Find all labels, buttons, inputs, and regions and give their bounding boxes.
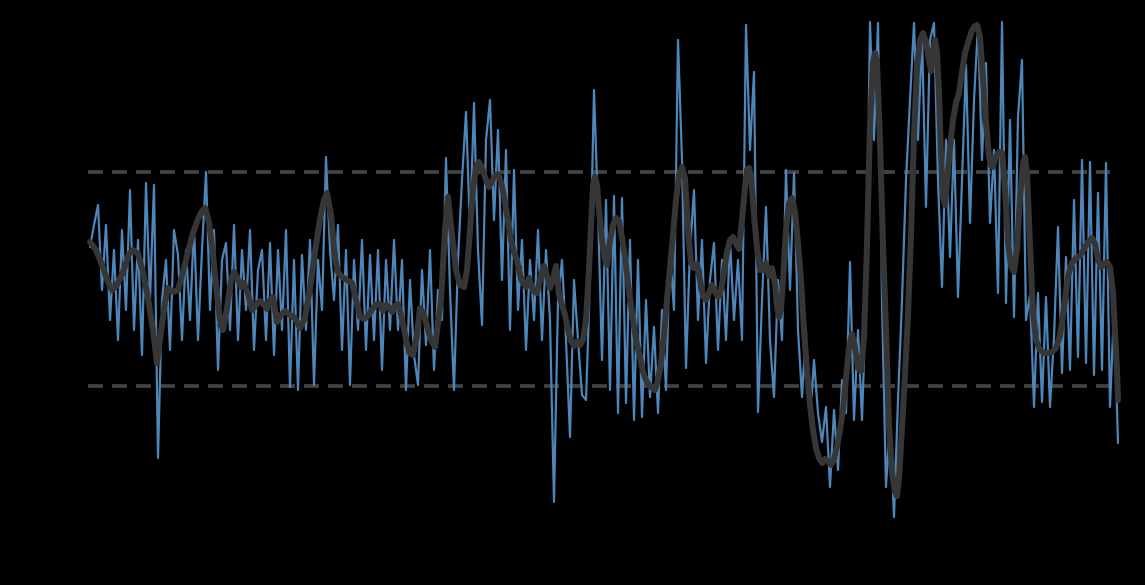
smoothed-series-line bbox=[87, 22, 1121, 499]
raw-noisy-series-line bbox=[88, 20, 1120, 519]
series-group bbox=[87, 20, 1121, 519]
